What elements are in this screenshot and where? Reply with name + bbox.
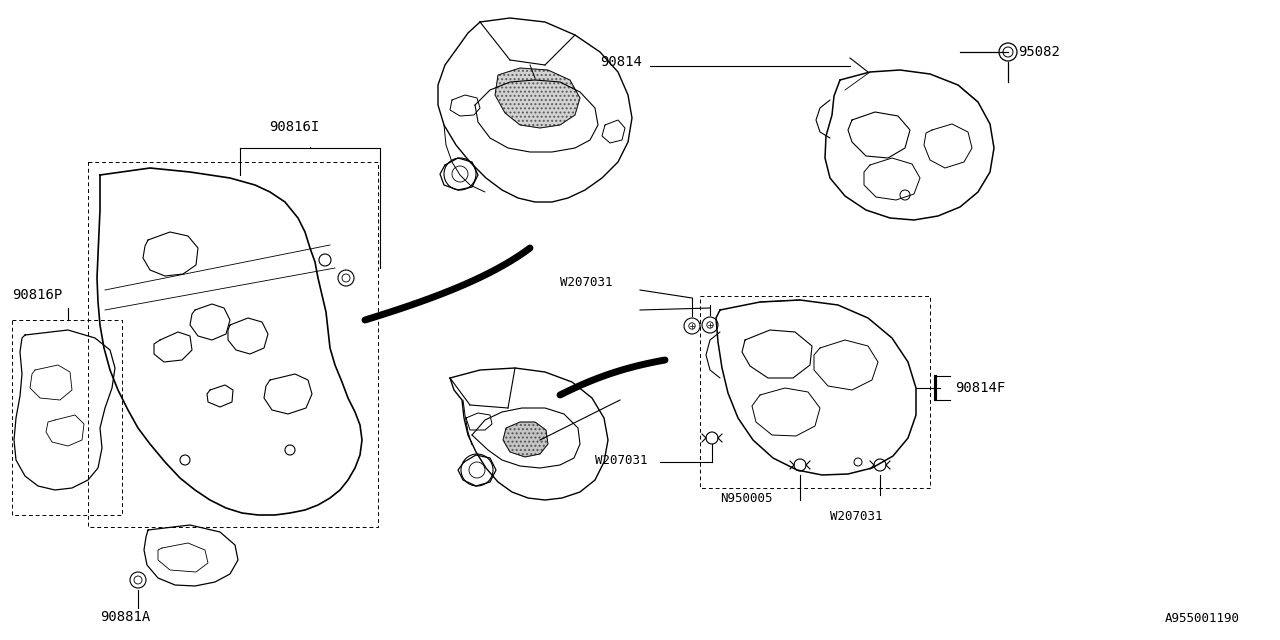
Text: A955001190: A955001190	[1165, 612, 1240, 625]
Text: 90816P: 90816P	[12, 288, 63, 302]
Text: 95082: 95082	[1018, 45, 1060, 59]
Text: 90814: 90814	[600, 55, 641, 69]
Polygon shape	[495, 68, 580, 128]
Text: W207031: W207031	[829, 510, 882, 523]
Text: 90816I: 90816I	[269, 120, 319, 134]
Text: W207031: W207031	[561, 275, 613, 289]
Text: 90814F: 90814F	[955, 381, 1005, 395]
Text: N950005: N950005	[721, 492, 773, 505]
Text: 90881A: 90881A	[100, 610, 150, 624]
Text: W207031: W207031	[595, 454, 648, 467]
Polygon shape	[503, 422, 548, 457]
Bar	[934, 375, 937, 401]
